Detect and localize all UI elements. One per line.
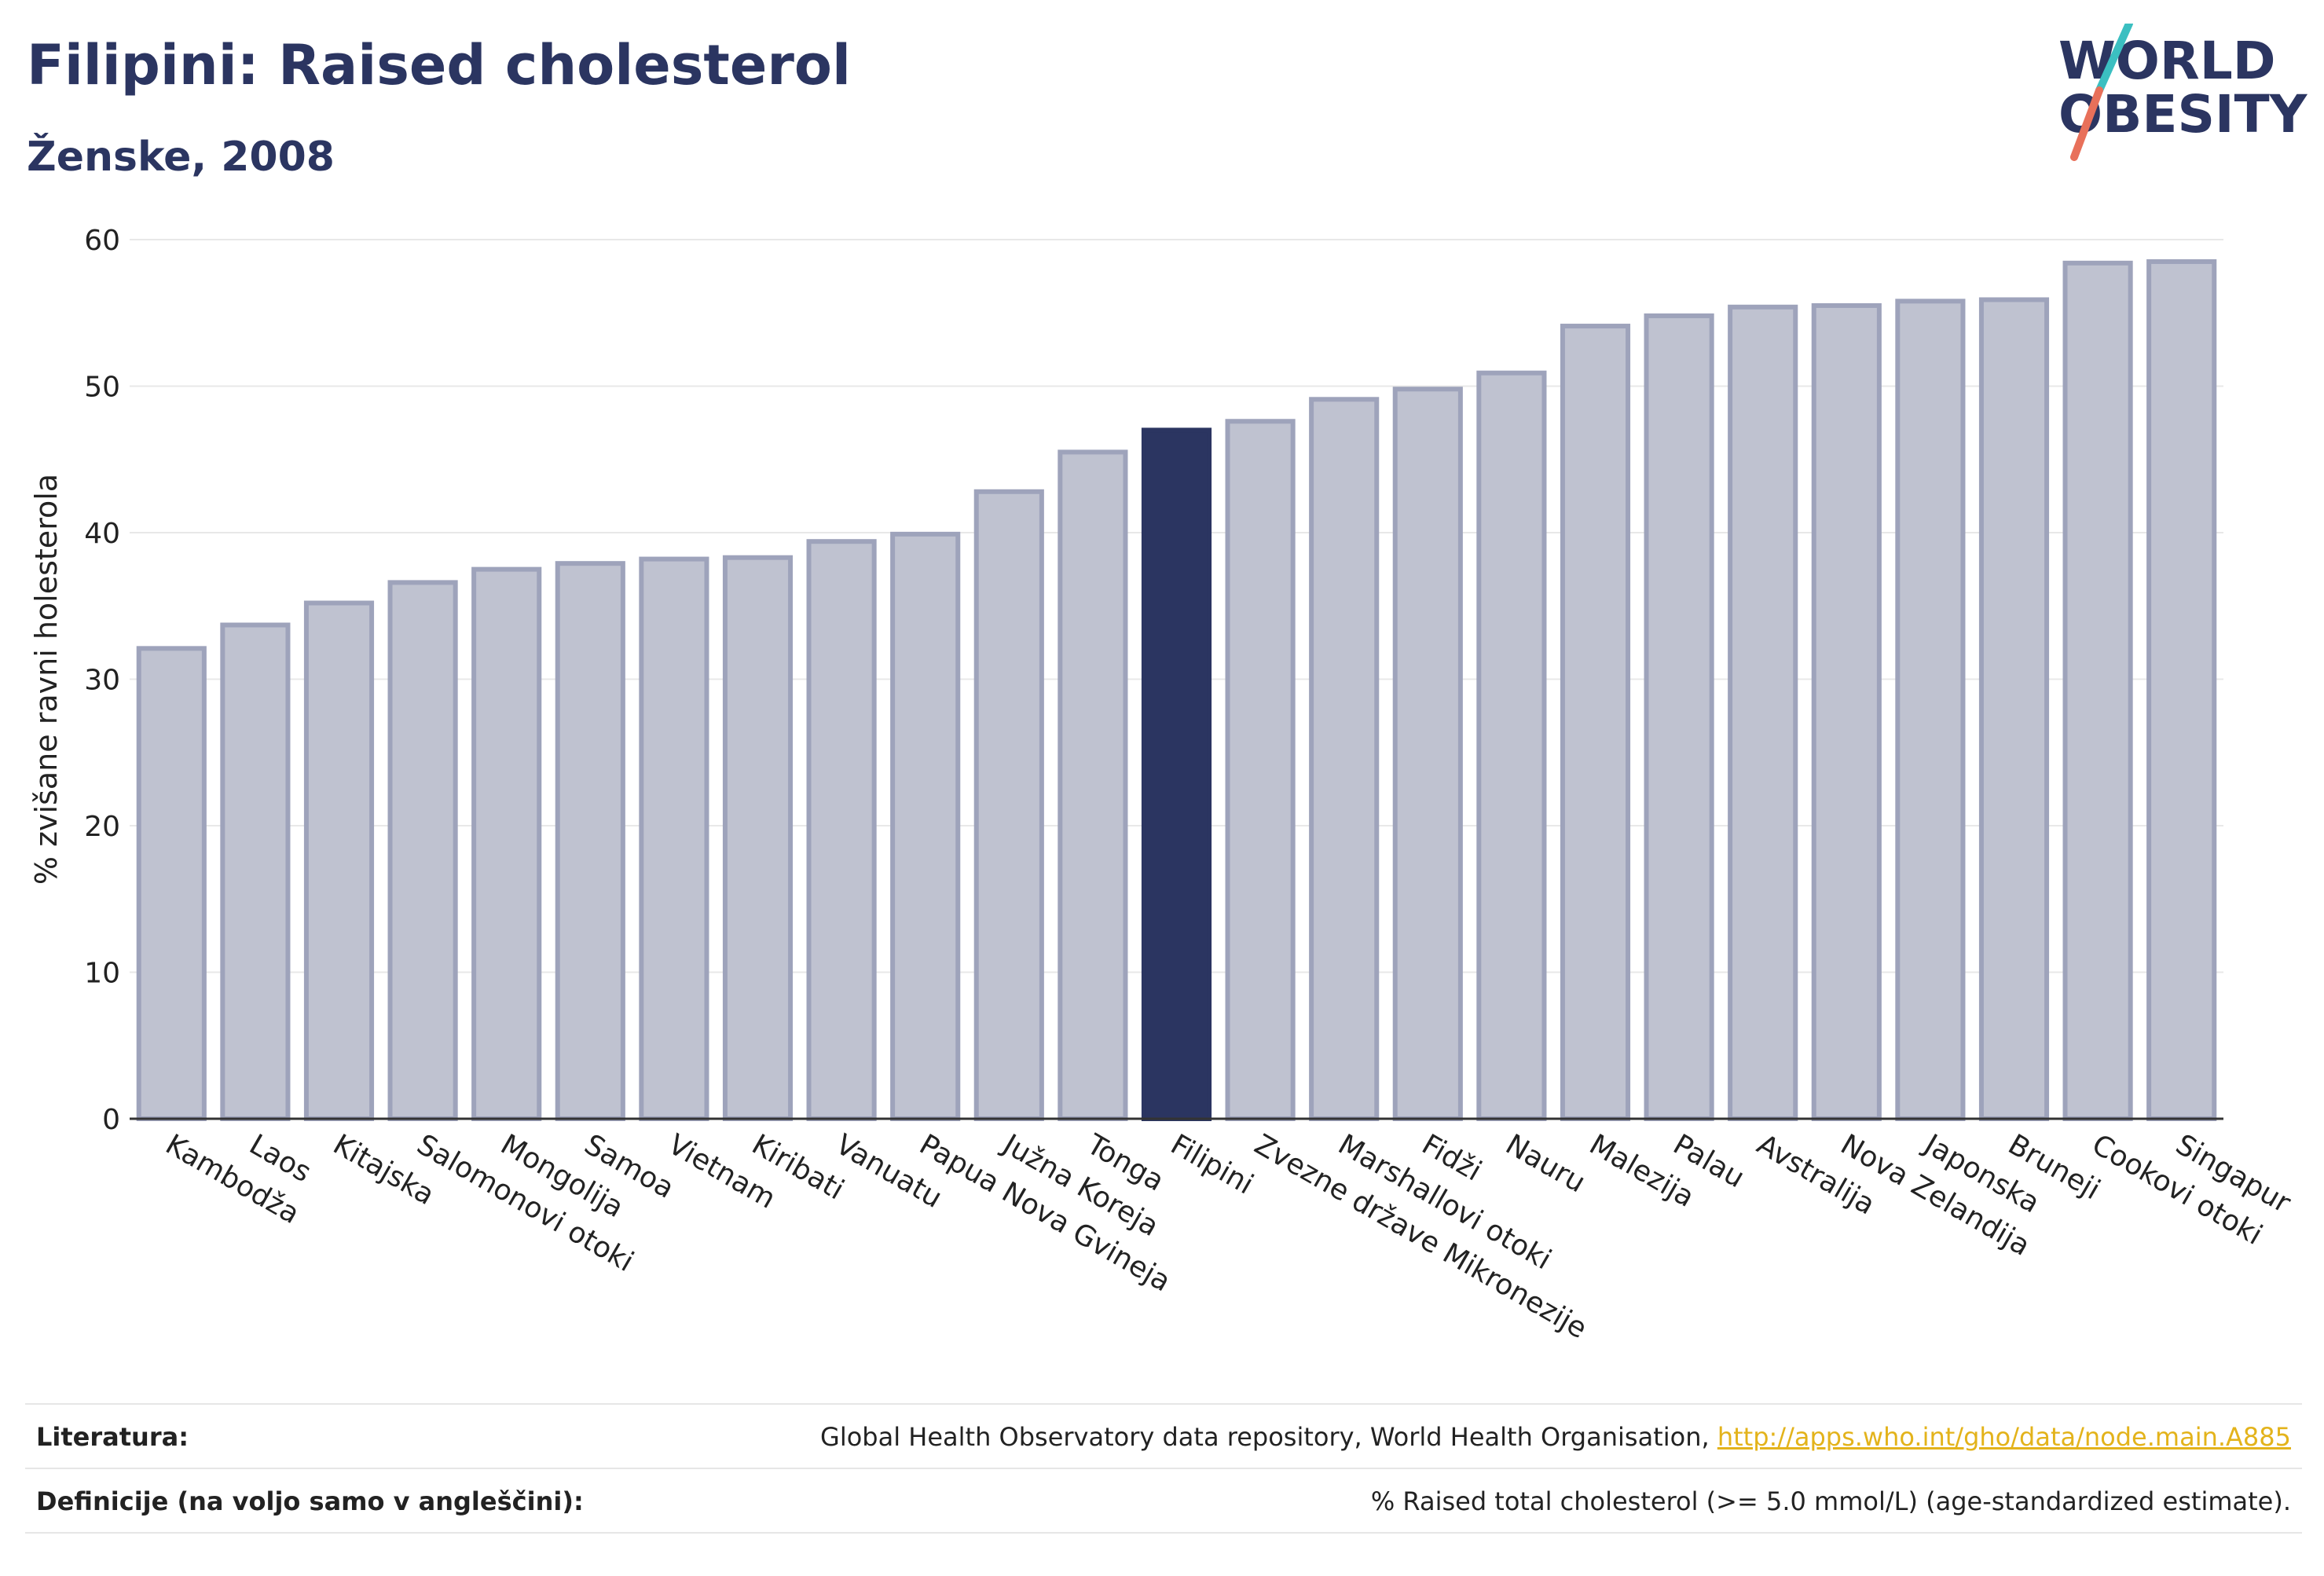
- bar: [2146, 258, 2217, 1122]
- world-obesity-logo[interactable]: WORLD OBESITY: [2051, 24, 2310, 165]
- y-tick-label: 30: [84, 665, 120, 697]
- logo-slash-top: [2095, 24, 2133, 94]
- chart-title: Filipini: Raised cholesterol: [27, 33, 851, 97]
- sources-value: Global Health Observatory data repositor…: [820, 1422, 2291, 1452]
- bar: [806, 539, 877, 1121]
- y-tick-label: 60: [84, 225, 120, 257]
- bar: [1560, 324, 1631, 1122]
- bar: [2062, 260, 2133, 1122]
- sources-row: Literatura: Global Health Observatory da…: [25, 1403, 2302, 1468]
- definition-value: % Raised total cholesterol (>= 5.0 mmol/…: [1370, 1486, 2291, 1516]
- bar: [303, 600, 375, 1121]
- chart-subtitle: Ženske, 2008: [27, 134, 335, 181]
- bar: [1978, 297, 2050, 1122]
- y-tick-label: 0: [102, 1104, 120, 1136]
- bar: [1392, 387, 1463, 1122]
- x-tick-label: Filipini: [1165, 1128, 1259, 1200]
- definition-row: Definicije (na voljo samo v angleščini):…: [25, 1468, 2302, 1532]
- bar: [1225, 419, 1296, 1121]
- bar: [1811, 302, 1882, 1121]
- bar: [639, 556, 709, 1121]
- sources-label: Literatura:: [36, 1422, 189, 1452]
- bar: [136, 646, 207, 1121]
- y-tick-label: 20: [84, 811, 120, 843]
- y-axis-label: % zvišane ravni holesterola: [29, 474, 64, 885]
- bar: [1141, 427, 1212, 1121]
- x-tick-label: Nauru: [1500, 1128, 1590, 1199]
- footer-divider: [25, 1532, 2302, 1534]
- bar: [722, 555, 794, 1121]
- bar: [1476, 370, 1547, 1121]
- bar: [220, 622, 291, 1121]
- bar: [973, 489, 1044, 1121]
- logo-line1: WORLD: [2058, 31, 2276, 91]
- bar: [1058, 449, 1128, 1121]
- sources-link[interactable]: http://apps.who.int/gho/data/node.main.A…: [1717, 1422, 2291, 1452]
- y-tick-label: 40: [84, 518, 120, 550]
- y-tick-label: 10: [84, 958, 120, 990]
- bar: [555, 561, 625, 1121]
- bar: [387, 580, 458, 1121]
- y-tick-label: 50: [84, 372, 120, 404]
- bar: [1309, 397, 1380, 1122]
- bar: [890, 531, 961, 1121]
- bar: [1895, 299, 1966, 1122]
- logo-slash-bottom: [2070, 86, 2103, 161]
- bar: [1728, 304, 1798, 1121]
- definition-label: Definicije (na voljo samo v angleščini):: [36, 1486, 584, 1516]
- sources-text: Global Health Observatory data repositor…: [820, 1422, 1717, 1452]
- bar: [471, 566, 542, 1121]
- bar: [1644, 313, 1714, 1122]
